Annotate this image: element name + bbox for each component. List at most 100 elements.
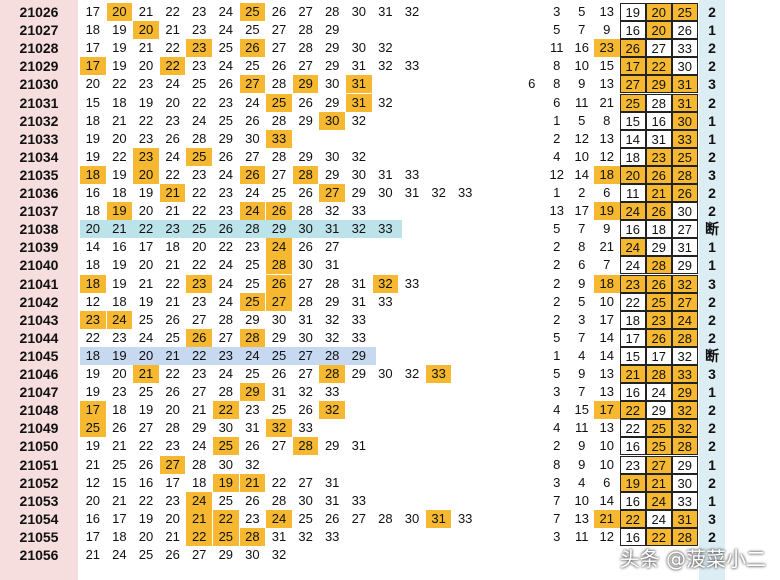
number-cell: 30 [351,4,367,19]
number-cell: 31 [298,311,313,327]
period-number: 21055 [19,528,59,545]
number-cell: 24 [266,509,292,528]
result-cell: 14 [599,347,614,363]
number-cell: 22 [213,509,239,528]
number-cell: 28 [271,148,287,164]
number-cell: 19 [112,257,127,273]
number-cell: 30 [298,329,313,345]
number-cell: 28 [292,437,319,456]
number-cell: 23 [218,347,234,363]
number-cell: 21 [165,528,180,544]
number-cell: 24 [165,76,180,92]
result-cell: 19 [594,202,620,221]
result-cell: 16 [620,220,646,239]
number-cell: 25 [271,347,287,363]
number-cell: 31 [346,93,372,112]
result-cell: 2 [553,239,561,255]
number-cell: 22 [138,438,154,454]
result-cell: 17 [646,346,672,365]
result-cell: 25 [646,419,672,438]
number-cell: 18 [85,112,101,128]
number-cell: 25 [80,419,106,438]
number-cell: 30 [245,547,260,562]
number-cell: 30 [298,257,313,273]
number-cell: 26 [186,328,212,347]
result-cell: 11 [550,40,564,56]
result-cell: 17 [620,57,646,76]
result-cell: 24 [620,256,646,275]
number-cell: 24 [138,329,154,345]
count-cell: 断 [705,347,719,364]
number-cell: 26 [239,39,266,58]
count-cell: 2 [708,474,716,491]
number-cell: 21 [165,257,180,273]
count-cell: 2 [708,185,716,201]
number-cell: 17 [85,4,101,19]
result-cell: 24 [646,383,672,402]
number-cell: 25 [271,185,287,200]
number-cell: 31 [351,58,367,74]
count-cell: 1 [708,239,716,256]
period-number: 21042 [19,293,59,310]
number-cell: 21 [112,112,127,128]
number-cell: 22 [165,366,180,381]
result-cell: 2 [553,130,561,146]
number-cell: 22 [85,329,101,345]
number-cell: 23 [112,329,127,345]
result-cell: 6 [578,257,586,273]
number-cell: 26 [298,185,313,200]
period-number: 21046 [19,366,59,382]
number-cell: 29 [239,383,266,402]
number-cell: 19 [85,130,101,146]
number-cell: 22 [186,527,212,546]
result-cell: 13 [599,366,614,381]
result-cell: 8 [578,239,586,255]
number-cell: 21 [85,456,101,472]
result-cell: 24 [646,509,672,528]
number-cell: 12 [85,474,101,490]
result-cell: 18 [594,274,620,293]
number-cell: 33 [404,58,420,74]
number-cell: 28 [292,165,319,184]
result-cell: 7 [578,221,586,237]
number-cell: 26 [165,130,180,146]
result-cell: 9 [578,438,586,454]
number-cell: 19 [138,510,154,526]
result-cell: 32 [672,346,698,365]
result-cell: 3 [578,311,586,327]
number-cell: 32 [378,40,393,56]
number-cell: 31 [425,509,452,528]
number-cell: 32 [372,274,399,293]
number-cell: 31 [351,438,367,454]
number-cell: 19 [112,347,127,363]
number-cell: 26 [245,492,260,508]
number-cell: 20 [165,94,180,110]
number-cell: 19 [112,166,127,182]
number-cell: 23 [165,492,180,508]
number-cell: 22 [191,185,207,200]
period-number: 21056 [19,547,59,563]
number-cell: 32 [351,221,367,237]
number-cell: 24 [165,148,180,164]
result-cell: 22 [646,57,672,76]
number-cell: 25 [165,329,180,345]
number-cell: 29 [324,22,340,38]
number-cell: 22 [191,347,207,363]
number-cell: 32 [378,58,393,74]
number-cell: 23 [165,438,180,454]
result-cell: 28 [646,365,672,383]
number-cell: 18 [85,257,101,273]
result-cell: 17 [574,203,589,219]
number-cell: 18 [80,165,106,184]
number-cell: 24 [218,366,234,381]
number-cell: 33 [404,275,420,291]
number-cell: 20 [138,257,154,273]
number-cell: 32 [431,185,446,200]
result-cell: 21 [599,94,614,110]
number-cell: 29 [324,166,340,182]
number-cell: 27 [351,510,367,526]
result-cell: 9 [603,221,611,237]
number-cell: 18 [112,402,127,418]
result-cell: 7 [553,492,561,508]
number-cell: 29 [324,438,340,454]
